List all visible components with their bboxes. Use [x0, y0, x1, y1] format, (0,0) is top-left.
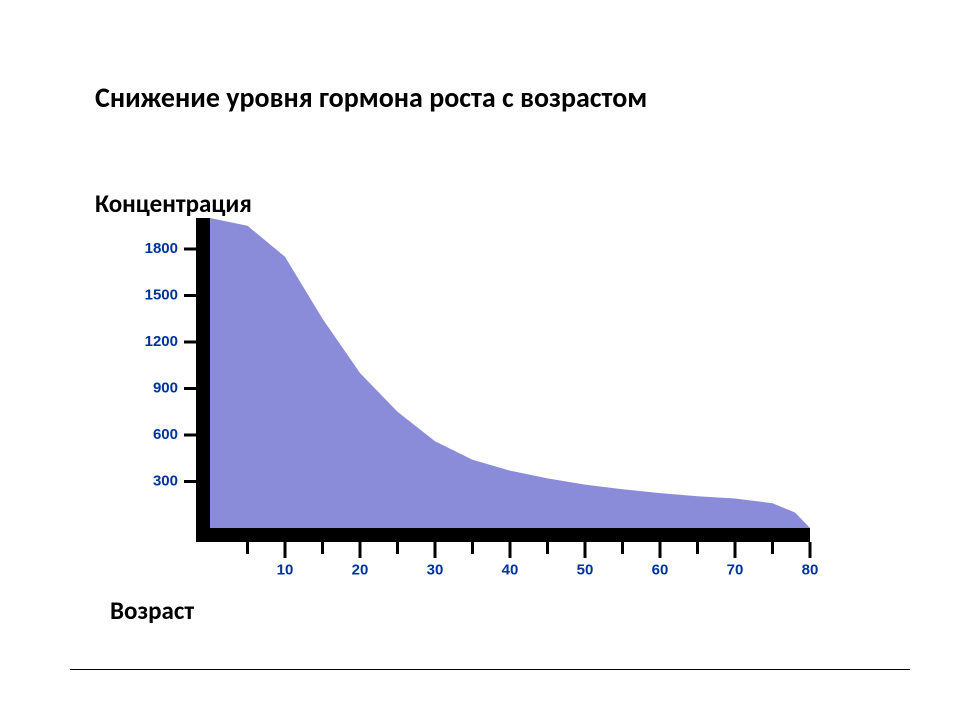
y-tick-label: 1200 — [145, 333, 178, 350]
chart-area: 10 20 30 40 50 60 70 80 300 600 900 1200 1500 1800 — [130, 218, 830, 578]
x-tick-label: 80 — [802, 561, 819, 578]
slide: Снижение уровня гормона роста с возрасто… — [0, 0, 960, 720]
y-axis-label: Концентрация — [95, 188, 252, 219]
x-tick-label: 40 — [502, 561, 519, 578]
chart-title: Снижение уровня гормона роста с возрасто… — [95, 80, 647, 115]
x-axis — [196, 528, 810, 542]
y-tick-label: 900 — [153, 379, 178, 396]
divider-line — [70, 669, 910, 670]
area-chart: 10 20 30 40 50 60 70 80 300 600 900 1200 1500 1800 — [130, 218, 830, 578]
y-tick-label: 600 — [153, 426, 178, 443]
y-tick-label: 300 — [153, 472, 178, 489]
x-tick-label: 50 — [577, 561, 594, 578]
x-tick-label: 10 — [277, 561, 294, 578]
x-tick-label: 30 — [427, 561, 444, 578]
x-tick-label: 60 — [652, 561, 669, 578]
y-tick-label: 1800 — [145, 240, 178, 257]
y-axis — [196, 218, 210, 542]
x-tick-label: 20 — [352, 561, 369, 578]
x-tick-label: 70 — [727, 561, 744, 578]
x-axis-label: Возраст — [110, 595, 194, 626]
y-tick-label: 1500 — [145, 286, 178, 303]
